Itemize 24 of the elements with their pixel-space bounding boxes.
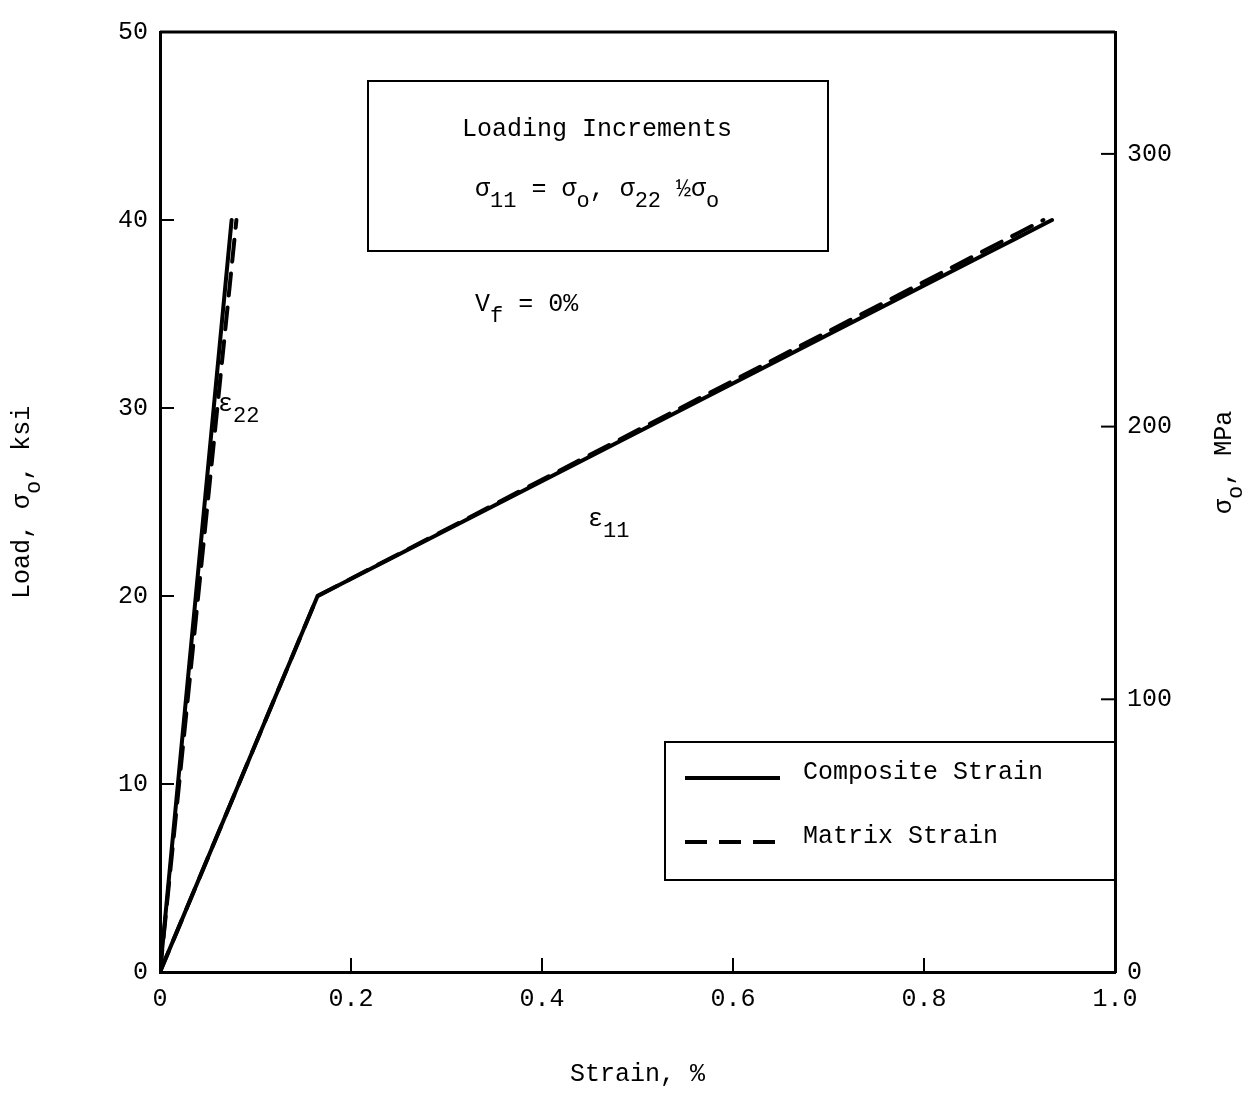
- legend-label: Composite Strain: [803, 757, 1044, 787]
- annotation: ε$_{11}$: [588, 505, 630, 544]
- y-tick-label: 30: [117, 393, 148, 423]
- y-tick-label: 50: [117, 17, 148, 47]
- x-axis-title: Strain, %: [570, 1060, 706, 1089]
- y-tick-label: 40: [117, 205, 148, 235]
- x-tick-label: 0.6: [710, 984, 756, 1014]
- y2-tick-label: 0: [1127, 957, 1143, 987]
- y-tick-label: 10: [117, 769, 148, 799]
- annotation: σ$_{11}$ = σ$_{o}$, σ$_{22}$ ½σ$_{o}$: [475, 175, 720, 214]
- annotation: ε$_{22}$: [218, 390, 260, 429]
- y-tick-label: 0: [132, 957, 148, 987]
- y2-tick-label: 300: [1127, 139, 1173, 169]
- x-tick-label: 0.2: [328, 984, 374, 1014]
- y2-tick-label: 200: [1127, 412, 1173, 442]
- x-tick-label: 0: [152, 984, 168, 1014]
- x-tick-label: 1.0: [1092, 984, 1138, 1014]
- y2-tick-label: 100: [1127, 684, 1173, 714]
- x-tick-label: 0.8: [901, 984, 947, 1014]
- x-tick-label: 0.4: [519, 984, 565, 1014]
- annotation: V$_{f}$ = 0%: [475, 290, 579, 329]
- legend-label: Matrix Strain: [803, 821, 999, 851]
- y-tick-label: 20: [117, 581, 148, 611]
- annotation: Loading Increments: [462, 115, 733, 144]
